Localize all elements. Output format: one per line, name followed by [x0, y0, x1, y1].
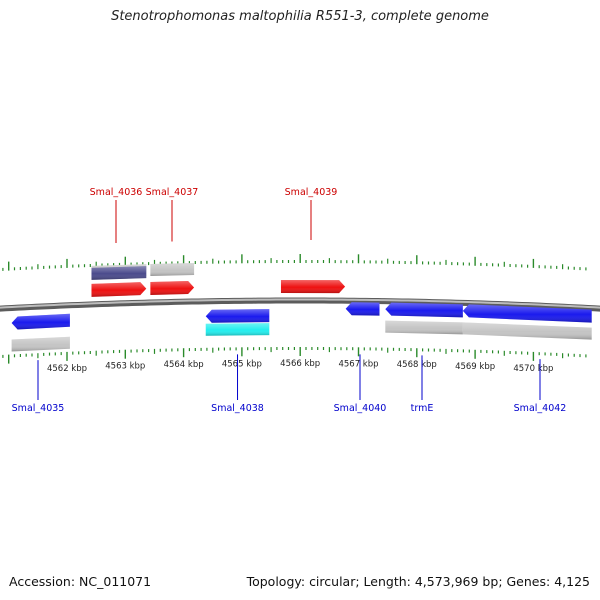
- genome-backbone-highlight: [0, 298, 600, 309]
- feature-label-smal_4040[interactable]: Smal_4040: [334, 403, 387, 414]
- topology-label: Topology:: [246, 574, 306, 589]
- accession-value: NC_011071: [79, 574, 152, 589]
- feature-label-smal_4035[interactable]: Smal_4035: [12, 403, 65, 414]
- genes-value: 4,125: [554, 574, 590, 589]
- scale-label: 4562 kbp: [47, 364, 87, 374]
- accession-label: Accession:: [9, 574, 76, 589]
- misc-feature-smal_4036-shade: [91, 266, 147, 280]
- cds-arrow-smal_4035-shade: [11, 313, 70, 330]
- feature-label-smal_4039[interactable]: Smal_4039: [285, 187, 338, 198]
- gene-bar-trme-shade: [385, 320, 463, 335]
- cds-arrow-smal_4036-shade: [91, 282, 147, 297]
- gene-bar-smal_4035-shade: [11, 336, 70, 352]
- cds-arrow-smal_4042-shade: [462, 304, 592, 323]
- cds-arrow-trme-shade: [385, 302, 463, 318]
- gene-bar-smal_4042-shade: [462, 322, 592, 340]
- accession-footer: Accession: NC_011071: [9, 574, 151, 589]
- cds-arrow-smal_4037-shade: [150, 281, 195, 296]
- scale-label: 4563 kbp: [105, 362, 145, 372]
- scale-label: 4567 kbp: [338, 359, 378, 369]
- feature-label-smal_4036[interactable]: Smal_4036: [90, 187, 143, 198]
- length-value: 4,573,969 bp: [414, 574, 499, 589]
- genes-label: Genes:: [506, 574, 551, 589]
- scale-label: 4570 kbp: [513, 364, 553, 374]
- gene-bar-smal_4037-shade: [150, 263, 195, 277]
- scale-label: 4568 kbp: [397, 360, 437, 370]
- cds-arrow-smal_4040-shade: [345, 302, 380, 316]
- cds-arrow-smal_4039-shade: [280, 280, 346, 294]
- genome-summary-footer: Topology: circular Length: 4,573,969 bp Ge…: [247, 574, 590, 589]
- feature-label-smal_4037[interactable]: Smal_4037: [146, 187, 199, 198]
- feature-label-smal_4038[interactable]: Smal_4038: [211, 403, 264, 414]
- scale-label: 4566 kbp: [280, 359, 320, 369]
- cds-arrow-smal_4038-shade: [205, 309, 270, 323]
- misc-feature-smal_4038-shade: [205, 323, 270, 336]
- scale-label: 4564 kbp: [164, 360, 204, 370]
- feature-label-trme[interactable]: trmE: [411, 403, 434, 414]
- topology-value: circular: [309, 574, 356, 589]
- length-label: Length:: [363, 574, 411, 589]
- feature-label-smal_4042[interactable]: Smal_4042: [514, 403, 567, 414]
- map-title: Stenotrophomonas maltophilia R551-3, com…: [111, 9, 489, 24]
- scale-label: 4565 kbp: [222, 359, 262, 369]
- scale-label: 4569 kbp: [455, 362, 495, 372]
